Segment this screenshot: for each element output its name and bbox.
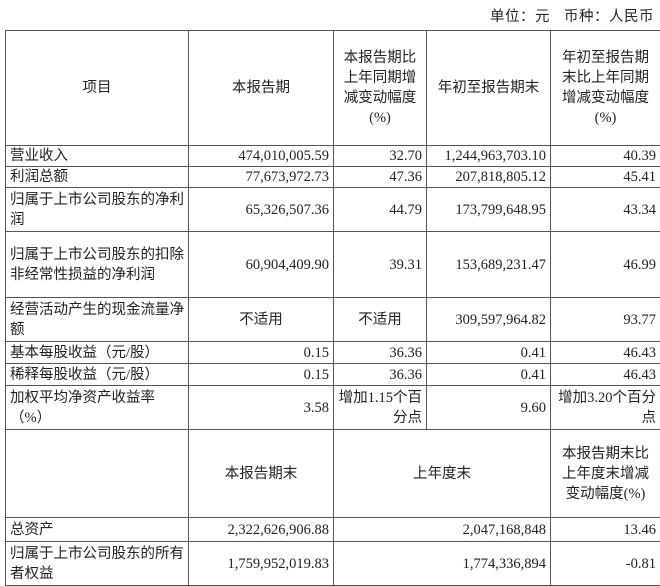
- value-cell: 46.43: [551, 364, 660, 386]
- table-row: 经营活动产生的现金流量净额 不适用 不适用 309,597,964.82 93.…: [6, 298, 660, 342]
- header-cell: 本报告期: [189, 31, 334, 146]
- value-cell: 不适用: [334, 298, 427, 342]
- header-cell: 本报告期比上年同期增减变动幅度(%): [334, 31, 427, 146]
- table-row: 归属于上市公司股东的扣除非经常性损益的净利润 60,904,409.90 39.…: [6, 232, 660, 298]
- value-cell: 1,759,952,019.83: [189, 542, 334, 586]
- value-cell: 173,799,648.95: [427, 188, 551, 232]
- table-row: 利润总额 77,673,972.73 47.36 207,818,805.12 …: [6, 167, 660, 188]
- value-cell: 45.41: [551, 167, 660, 188]
- header-cell: [6, 430, 189, 518]
- item-cell: 归属于上市公司股东的所有者权益: [6, 542, 189, 586]
- value-cell: -0.81: [551, 542, 660, 586]
- item-cell: 总资产: [6, 518, 189, 542]
- item-cell: 基本每股收益（元/股）: [6, 342, 189, 364]
- table-header-row-2: 本报告期末 上年度末 本报告期末比上年度末增减变动幅度(%): [6, 430, 660, 518]
- value-cell: 65,326,507.36: [189, 188, 334, 232]
- value-cell: 增加1.15个百分点: [334, 386, 427, 430]
- value-cell: 0.41: [427, 364, 551, 386]
- table-header-row: 项目 本报告期 本报告期比上年同期增减变动幅度(%) 年初至报告期末 年初至报告…: [6, 31, 660, 146]
- value-cell: 0.15: [189, 364, 334, 386]
- table-row: 营业收入 474,010,005.59 32.70 1,244,963,703.…: [6, 146, 660, 167]
- value-cell: 13.46: [551, 518, 660, 542]
- value-cell: 153,689,231.47: [427, 232, 551, 298]
- table-row: 稀释每股收益（元/股） 0.15 36.36 0.41 46.43: [6, 364, 660, 386]
- value-cell: 32.70: [334, 146, 427, 167]
- item-cell: 加权平均净资产收益率（%）: [6, 386, 189, 430]
- header-cell: 上年度末: [334, 430, 551, 518]
- value-cell: 2,322,626,906.88: [189, 518, 334, 542]
- unit-currency-note: 单位：元币种：人民币: [476, 5, 654, 26]
- item-cell: 归属于上市公司股东的净利润: [6, 188, 189, 232]
- value-cell: 46.43: [551, 342, 660, 364]
- value-cell: 1,244,963,703.10: [427, 146, 551, 167]
- financial-data-table: 项目 本报告期 本报告期比上年同期增减变动幅度(%) 年初至报告期末 年初至报告…: [5, 30, 660, 586]
- header-cell: 项目: [6, 31, 189, 146]
- table-row: 加权平均净资产收益率（%） 3.58 增加1.15个百分点 9.60 增加3.2…: [6, 386, 660, 430]
- value-cell: 47.36: [334, 167, 427, 188]
- value-cell: 1,774,336,894: [334, 542, 551, 586]
- value-cell: 2,047,168,848: [334, 518, 551, 542]
- value-cell: 44.79: [334, 188, 427, 232]
- value-cell: 不适用: [189, 298, 334, 342]
- item-cell: 利润总额: [6, 167, 189, 188]
- header-cell: 年初至报告期末比上年同期增减变动幅度(%): [551, 31, 660, 146]
- table-row: 归属于上市公司股东的净利润 65,326,507.36 44.79 173,79…: [6, 188, 660, 232]
- value-cell: 43.34: [551, 188, 660, 232]
- value-cell: 93.77: [551, 298, 660, 342]
- value-cell: 0.15: [189, 342, 334, 364]
- value-cell: 46.99: [551, 232, 660, 298]
- table-row: 基本每股收益（元/股） 0.15 36.36 0.41 46.43: [6, 342, 660, 364]
- value-cell: 309,597,964.82: [427, 298, 551, 342]
- item-cell: 归属于上市公司股东的扣除非经常性损益的净利润: [6, 232, 189, 298]
- item-cell: 营业收入: [6, 146, 189, 167]
- value-cell: 207,818,805.12: [427, 167, 551, 188]
- value-cell: 36.36: [334, 364, 427, 386]
- header-cell: 本报告期末: [189, 430, 334, 518]
- header-cell: 年初至报告期末: [427, 31, 551, 146]
- item-cell: 经营活动产生的现金流量净额: [6, 298, 189, 342]
- value-cell: 3.58: [189, 386, 334, 430]
- unit-label: 单位：元: [490, 9, 550, 25]
- item-cell: 稀释每股收益（元/股）: [6, 364, 189, 386]
- currency-label: 币种：人民币: [564, 9, 654, 25]
- table-row: 归属于上市公司股东的所有者权益 1,759,952,019.83 1,774,3…: [6, 542, 660, 586]
- value-cell: 40.39: [551, 146, 660, 167]
- value-cell: 0.41: [427, 342, 551, 364]
- value-cell: 474,010,005.59: [189, 146, 334, 167]
- table-row: 总资产 2,322,626,906.88 2,047,168,848 13.46: [6, 518, 660, 542]
- value-cell: 39.31: [334, 232, 427, 298]
- header-cell: 本报告期末比上年度末增减变动幅度(%): [551, 430, 660, 518]
- value-cell: 77,673,972.73: [189, 167, 334, 188]
- value-cell: 9.60: [427, 386, 551, 430]
- value-cell: 60,904,409.90: [189, 232, 334, 298]
- value-cell: 36.36: [334, 342, 427, 364]
- value-cell: 增加3.20个百分点: [551, 386, 660, 430]
